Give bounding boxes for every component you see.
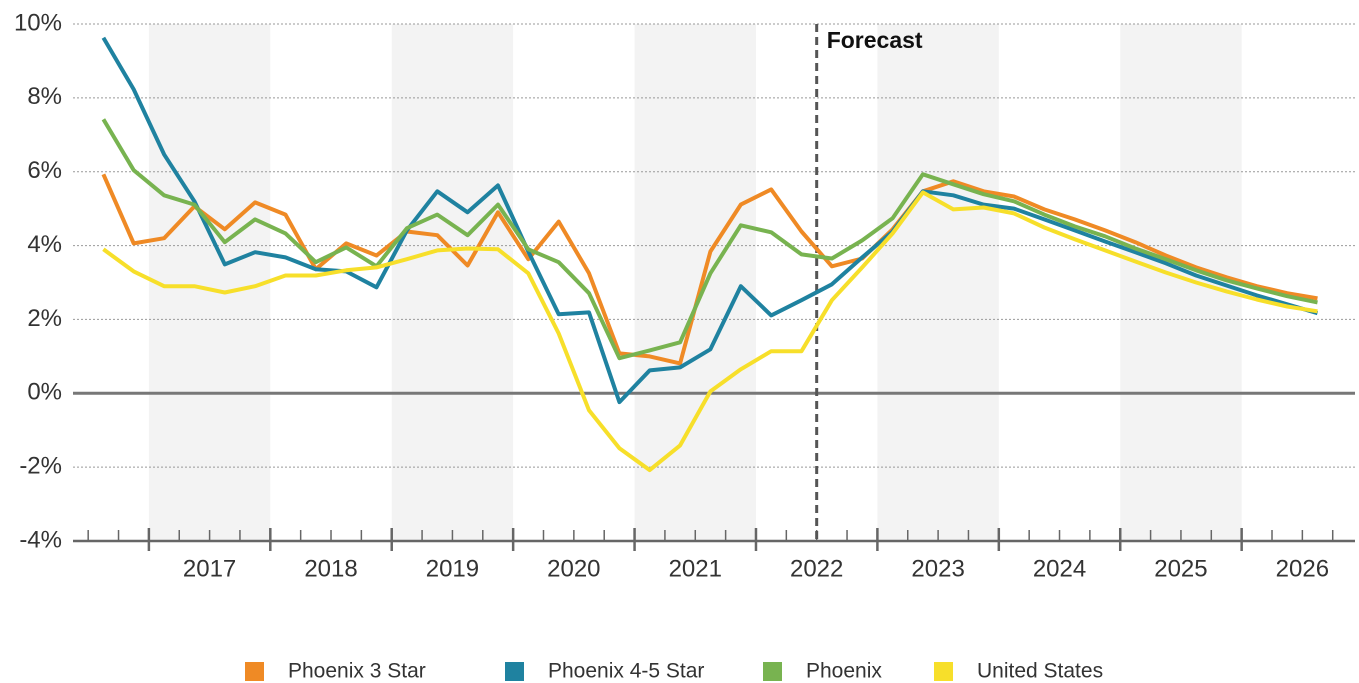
legend-swatch bbox=[934, 662, 953, 681]
series-line bbox=[101, 36, 1319, 405]
x-tick-label: 2021 bbox=[669, 555, 722, 582]
x-tick-label: 2023 bbox=[911, 555, 964, 582]
y-tick-label: 2% bbox=[27, 305, 62, 332]
year-band bbox=[148, 24, 271, 541]
legend-swatch bbox=[763, 662, 782, 681]
x-tick-label: 2019 bbox=[426, 555, 479, 582]
x-tick-label: 2022 bbox=[790, 555, 843, 582]
x-tick-label: 2020 bbox=[547, 555, 600, 582]
year-band bbox=[634, 24, 756, 541]
legend-label: United States bbox=[977, 660, 1103, 683]
year-band bbox=[391, 24, 514, 541]
legend-swatch bbox=[245, 662, 264, 681]
y-tick-label: 0% bbox=[27, 379, 62, 406]
legend-label: Phoenix 3 Star bbox=[288, 660, 426, 683]
x-tick-label: 2025 bbox=[1154, 555, 1207, 582]
legend-swatch bbox=[505, 662, 524, 681]
y-tick-label: 6% bbox=[27, 157, 62, 184]
x-tick-label: 2024 bbox=[1033, 555, 1086, 582]
x-tick-label: 2017 bbox=[183, 555, 236, 582]
y-tick-label: -2% bbox=[19, 452, 62, 479]
series-line bbox=[101, 118, 1318, 361]
x-tick-label: 2026 bbox=[1276, 555, 1329, 582]
y-tick-label: 10% bbox=[14, 9, 62, 36]
y-tick-label: -4% bbox=[19, 526, 62, 553]
legend-label: Phoenix 4-5 Star bbox=[548, 660, 704, 683]
y-tick-label: 4% bbox=[27, 231, 62, 258]
year-band bbox=[877, 24, 999, 541]
x-tick-label: 2018 bbox=[304, 555, 357, 582]
y-tick-label: 8% bbox=[27, 83, 62, 110]
series-line bbox=[102, 190, 1318, 473]
legend-label: Phoenix bbox=[806, 660, 882, 683]
forecast-label: Forecast bbox=[827, 27, 923, 53]
